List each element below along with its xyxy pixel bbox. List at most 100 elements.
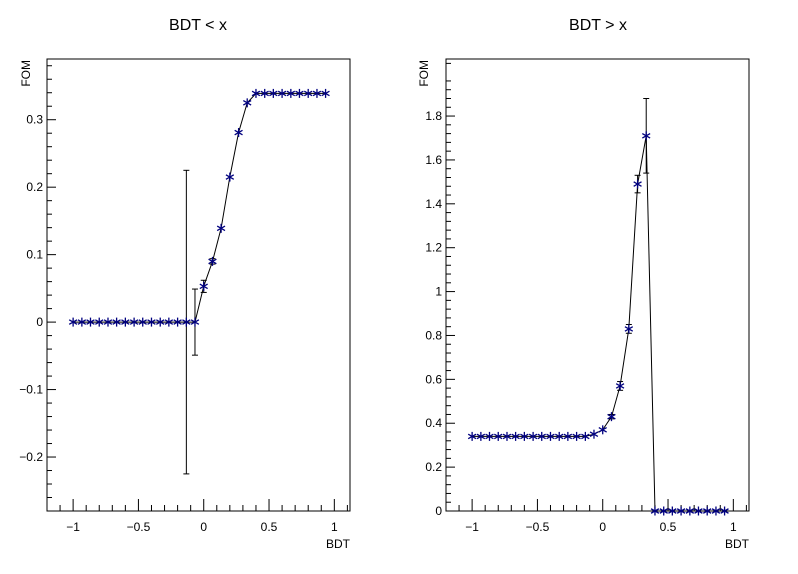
y-tick-label: 1.8 <box>425 109 442 123</box>
y-tick-label: 0.2 <box>425 460 442 474</box>
x-tick-label: −0.5 <box>526 520 550 534</box>
data-point <box>164 317 174 327</box>
data-point <box>537 431 546 441</box>
right-y-axis-label: FOM <box>417 60 431 87</box>
left-panel: BDT < x FOM BDT −1 −0.5 0 0.5 1 −0.2 −0.1 0 0.1 0… <box>19 17 351 551</box>
data-point <box>476 431 486 441</box>
y-tick-label: 0.1 <box>26 248 43 262</box>
right-axis-ticks: −1 −0.5 0 0.5 1 0 0.2 0.4 0.6 0.8 1 1.2 1.4 1.6 1.8 <box>425 62 747 534</box>
data-point <box>121 317 130 327</box>
y-tick-label: 1.4 <box>425 197 442 211</box>
y-tick-label: 0 <box>435 504 442 518</box>
data-point <box>234 128 243 138</box>
data-point <box>225 172 235 182</box>
right-chart-title: BDT > x <box>569 17 627 34</box>
data-point <box>138 317 147 327</box>
data-point <box>295 88 304 98</box>
data-point <box>624 324 634 334</box>
data-point <box>554 431 564 441</box>
data-point <box>615 381 625 391</box>
x-tick-label: −1 <box>66 520 80 534</box>
series-line <box>73 92 326 323</box>
data-point <box>190 317 200 327</box>
data-point <box>598 425 607 435</box>
data-point <box>467 431 477 441</box>
right-panel: BDT > x FOM BDT −1 −0.5 0 0.5 1 0 0.2 0.4 0.6 0.8… <box>417 17 750 551</box>
data-point <box>563 431 573 441</box>
y-tick-label: −0.2 <box>19 450 43 464</box>
data-point <box>68 317 78 327</box>
data-point <box>86 317 95 327</box>
data-point <box>216 223 226 233</box>
y-tick-label: 0.6 <box>425 372 442 386</box>
data-point <box>511 431 520 441</box>
data-point <box>494 431 503 441</box>
right-x-axis-label: BDT <box>725 537 750 551</box>
data-point <box>676 506 686 516</box>
data-point <box>502 431 512 441</box>
y-tick-label: 0.8 <box>425 328 442 342</box>
data-point <box>269 88 278 98</box>
series-line <box>472 135 725 512</box>
y-tick-label: 0.3 <box>26 113 43 127</box>
data-point <box>95 317 104 327</box>
data-point <box>321 88 330 98</box>
x-tick-label: −0.5 <box>127 520 151 534</box>
y-tick-label: 0.4 <box>425 416 442 430</box>
data-point <box>260 88 269 98</box>
data-point <box>485 431 494 441</box>
data-point <box>312 88 322 98</box>
data-point <box>208 256 217 266</box>
right-plot-frame <box>445 58 750 512</box>
data-point <box>589 429 599 439</box>
data-point <box>77 317 87 327</box>
left-data-layer <box>68 88 330 475</box>
data-point <box>251 88 261 98</box>
data-point <box>641 131 651 141</box>
x-tick-label: 0 <box>200 520 207 534</box>
left-axis-ticks: −1 −0.5 0 0.5 1 −0.2 −0.1 0 0.1 0.2 0.3 <box>19 65 348 534</box>
right-data-layer <box>467 97 729 516</box>
y-tick-label: 0 <box>36 315 43 329</box>
x-tick-label: 0.5 <box>261 520 278 534</box>
y-tick-label: 1 <box>435 285 442 299</box>
left-x-axis-label: BDT <box>326 537 351 551</box>
data-point <box>546 431 555 441</box>
y-tick-label: 1.6 <box>425 153 442 167</box>
data-point <box>581 431 590 441</box>
data-point <box>702 506 712 516</box>
data-point <box>711 506 721 516</box>
data-point <box>182 317 191 327</box>
data-point <box>668 506 677 516</box>
data-point <box>286 88 296 98</box>
data-point <box>720 506 729 516</box>
data-point <box>607 412 616 422</box>
y-tick-label: −0.1 <box>19 383 43 397</box>
data-point <box>112 317 121 327</box>
left-plot-frame <box>46 58 351 512</box>
left-chart-title: BDT < x <box>169 17 227 34</box>
data-point <box>633 179 642 189</box>
data-point <box>147 317 156 327</box>
y-tick-label: 0.2 <box>26 180 43 194</box>
data-point <box>520 431 529 441</box>
data-point <box>528 431 538 441</box>
data-point <box>242 98 252 108</box>
data-point <box>199 281 208 291</box>
data-point <box>129 317 139 327</box>
left-y-axis-label: FOM <box>19 60 33 87</box>
data-point <box>572 431 581 441</box>
x-tick-label: 0 <box>599 520 606 534</box>
data-point <box>155 317 165 327</box>
data-point <box>277 88 287 98</box>
data-point <box>685 506 695 516</box>
x-tick-label: 1 <box>730 520 737 534</box>
data-point <box>659 506 668 516</box>
data-point <box>303 88 313 98</box>
data-point <box>103 317 113 327</box>
y-tick-label: 1.2 <box>425 241 442 255</box>
x-tick-label: −1 <box>465 520 479 534</box>
x-tick-label: 0.5 <box>660 520 677 534</box>
data-point <box>650 506 660 516</box>
